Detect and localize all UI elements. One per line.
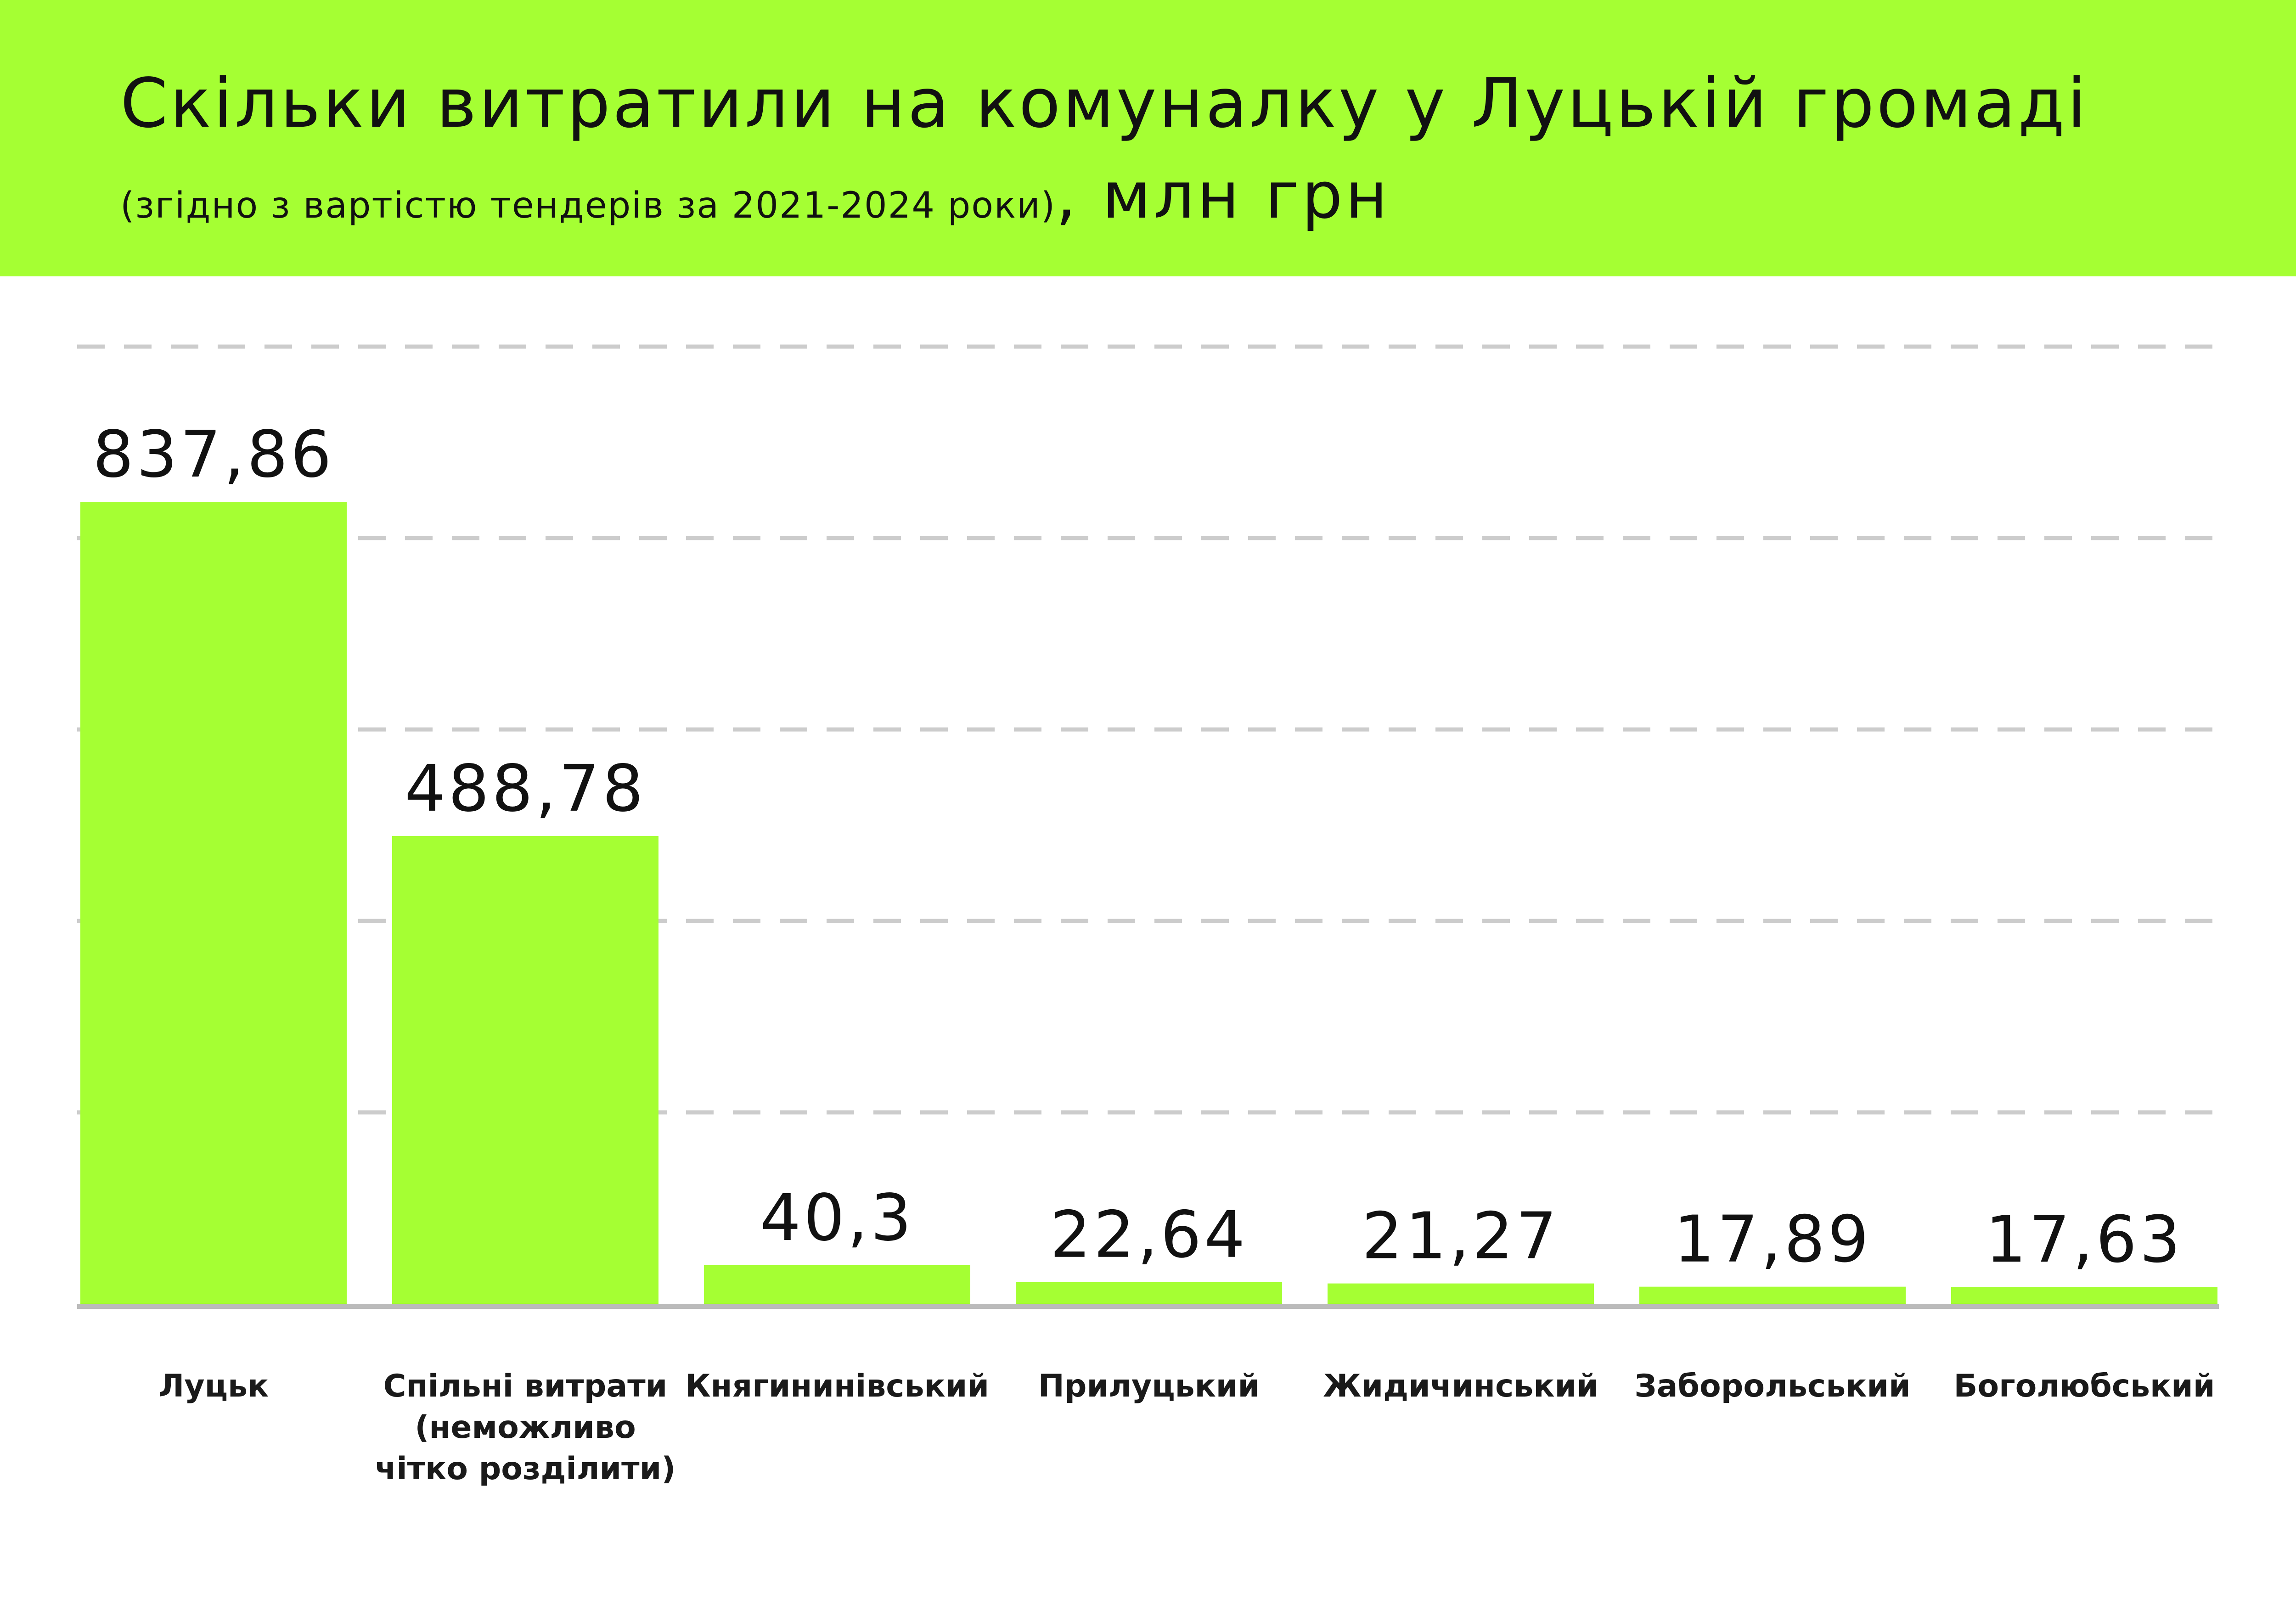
category-label: Княгининівський [685,1368,990,1404]
data-label: 17,63 [1986,1202,2183,1277]
data-label: 488,78 [405,752,646,826]
data-label: 21,27 [1362,1199,1560,1274]
data-label: 837,86 [93,417,334,492]
bar [1016,1282,1282,1304]
bar [1639,1286,1906,1304]
subtitle-unit: , млн грн [1056,158,1390,233]
header-banner: Скільки витратили на комуналку у Луцькій… [0,0,2296,276]
data-label: 17,89 [1674,1202,1872,1277]
bar [392,836,658,1304]
bar [1951,1287,2217,1304]
chart-subtitle: (згідно з вартістю тендерів за 2021-2024… [120,158,1390,233]
bar [1328,1283,1594,1304]
category-label: Боголюбський [1953,1368,2215,1404]
subtitle-note: (згідно з вартістю тендерів за 2021-2024… [120,185,1056,226]
category-label: Луцьк [158,1368,269,1404]
data-label: 40,3 [760,1181,914,1256]
category-label: Спільні витрати (неможливо чітко розділи… [375,1368,676,1487]
category-label: Прилуцький [1038,1368,1260,1404]
chart-title: Скільки витратили на комуналку у Луцькій… [120,64,2088,143]
category-label: Жидичинський [1323,1368,1598,1404]
bar [80,502,347,1304]
data-label: 22,64 [1050,1198,1248,1273]
bar [704,1265,970,1304]
category-label: Заборольський [1634,1368,1911,1404]
